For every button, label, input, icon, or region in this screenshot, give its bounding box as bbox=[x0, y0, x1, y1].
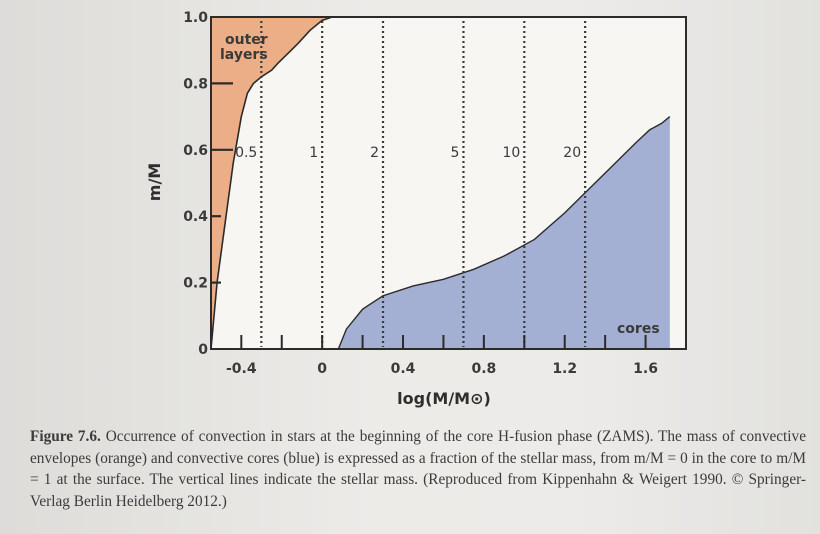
mass-label-0-5: 0.5 bbox=[235, 145, 257, 161]
y-axis-title: m/M bbox=[145, 163, 164, 201]
y-tick-label: 0.8 bbox=[183, 76, 208, 92]
x-tick-label: 1.2 bbox=[552, 361, 577, 377]
y-tick-label: 0.2 bbox=[183, 276, 208, 292]
x-tick-label: -0.4 bbox=[226, 361, 257, 377]
outer-layers-area bbox=[211, 17, 333, 349]
cores-label: cores bbox=[617, 321, 660, 337]
y-tick-label: 0.4 bbox=[183, 209, 208, 225]
x-axis: -0.4 0 0.4 0.8 1.2 1.6 bbox=[226, 335, 658, 377]
y-tick-label: 1.0 bbox=[183, 10, 208, 26]
x-axis-title: log(M/M⊙) bbox=[397, 389, 491, 408]
mass-label-20: 20 bbox=[563, 145, 581, 161]
y-tick-label: 0.6 bbox=[183, 143, 208, 159]
caption-label: Figure 7.6. bbox=[30, 428, 101, 445]
mass-label-10: 10 bbox=[502, 145, 520, 161]
y-axis: 0 0.2 0.4 0.6 0.8 1.0 bbox=[183, 10, 233, 358]
convection-zones-chart: 0.5 1 2 5 10 20 0 0.2 0.4 0.6 0.8 1.0 -0.4 0 0.4 0.8 1… bbox=[145, 10, 687, 408]
mass-label-1: 1 bbox=[309, 145, 318, 161]
y-tick-label: 0 bbox=[198, 342, 208, 358]
annotations: outer layers cores bbox=[220, 32, 660, 337]
x-tick-label: 1.6 bbox=[633, 361, 658, 377]
cores-boundary bbox=[337, 116, 671, 350]
cores-area bbox=[338, 116, 670, 349]
mass-label-2: 2 bbox=[370, 145, 379, 161]
caption-text: Occurrence of convection in stars at the… bbox=[30, 428, 806, 510]
x-tick-label: 0 bbox=[317, 361, 327, 377]
x-tick-label: 0.4 bbox=[391, 361, 416, 377]
mass-lines: 0.5 1 2 5 10 20 bbox=[235, 21, 587, 347]
x-tick-label: 0.8 bbox=[471, 361, 496, 377]
figure-caption: Figure 7.6. Occurrence of convection in … bbox=[30, 426, 806, 512]
outer-layers-label-line1: outer bbox=[225, 32, 268, 48]
mass-label-5: 5 bbox=[451, 145, 460, 161]
plot-frame bbox=[210, 16, 687, 350]
outer-layers-label-line2: layers bbox=[220, 47, 268, 63]
